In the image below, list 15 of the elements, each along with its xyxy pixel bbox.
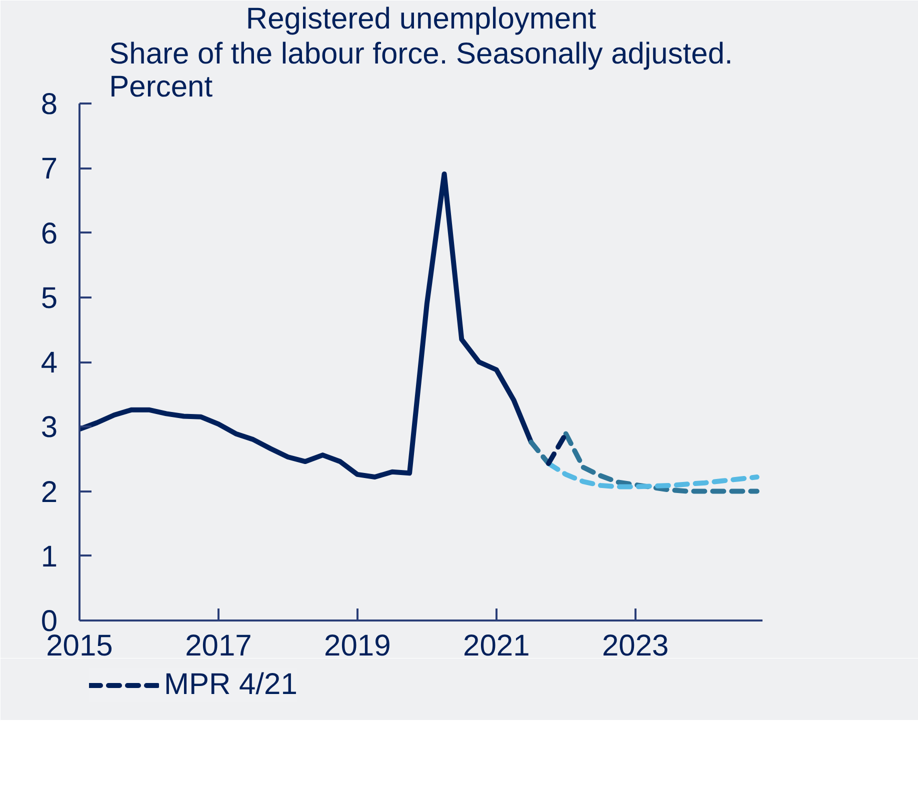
y-tick-label: 4 (40, 346, 58, 380)
chart-title: Registered unemployment (246, 2, 597, 36)
y-tick-label: 7 (40, 152, 58, 186)
y-tick-label: 6 (40, 217, 58, 250)
legend-label: MPR 4/21 (164, 668, 298, 702)
x-tick-label: 2021 (463, 630, 530, 662)
x-tick-label: 2019 (324, 630, 391, 662)
y-tick-label: 2 (40, 476, 58, 509)
y-tick-label: 1 (40, 540, 58, 574)
chart-subtitle: Share of the labour force. Seasonally adjusted. Percent (109, 38, 733, 104)
y-tick-label: 3 (40, 411, 58, 444)
x-tick-label: 2017 (185, 630, 252, 662)
y-tick-label: 5 (40, 282, 58, 315)
y-tick-label: 8 (40, 88, 58, 121)
x-tick-label: 2023 (602, 630, 669, 662)
